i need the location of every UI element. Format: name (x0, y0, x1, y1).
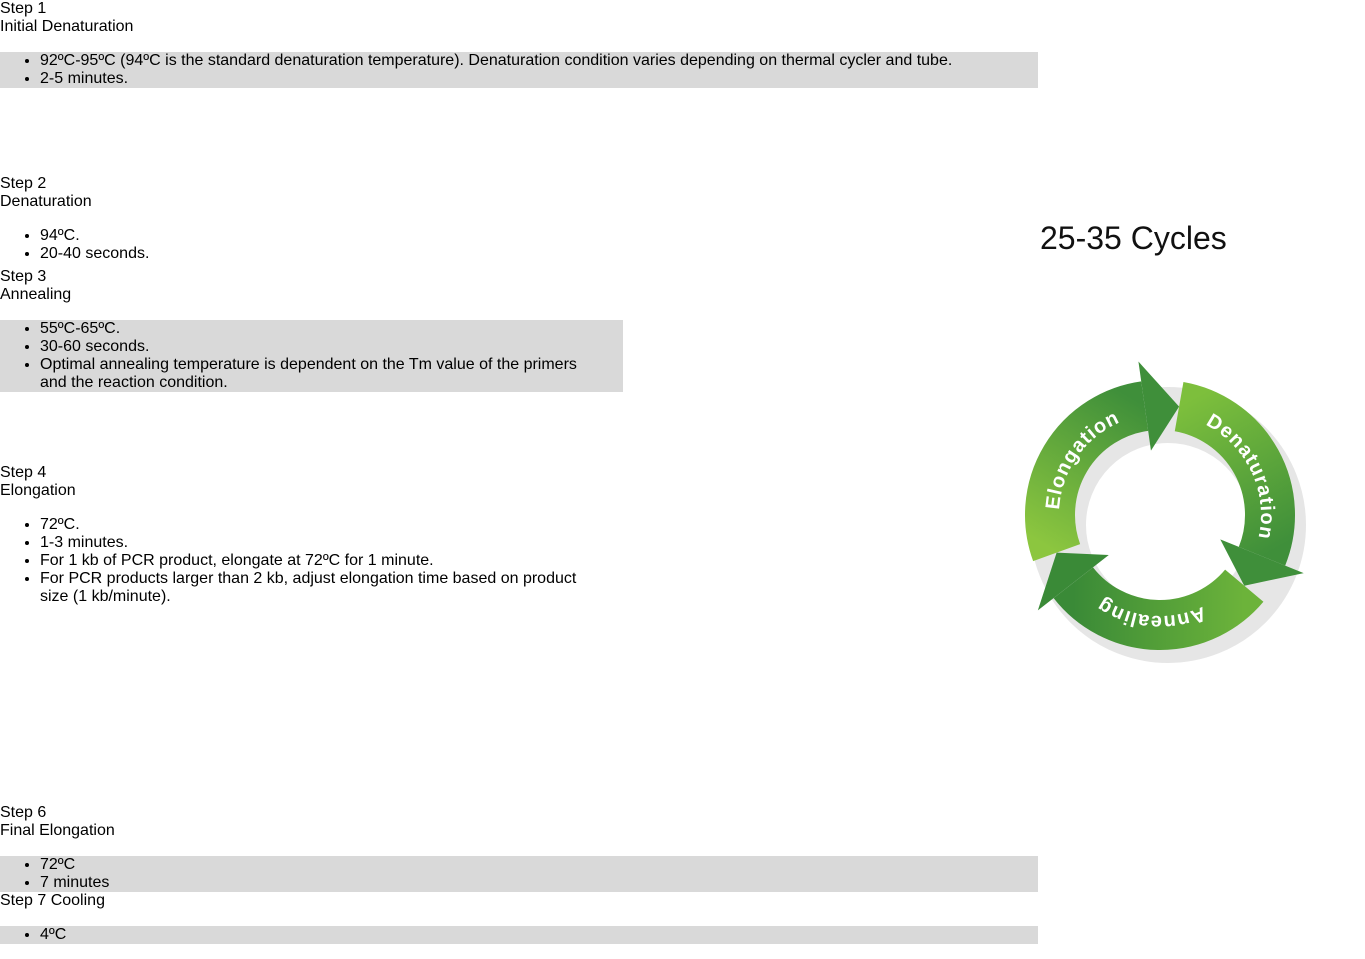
cycle-graphic: ElongationDenaturationAnnealing (0, 0, 1365, 959)
page: 25-35 Cycles ElongationDenaturationAnnea… (0, 0, 1365, 959)
